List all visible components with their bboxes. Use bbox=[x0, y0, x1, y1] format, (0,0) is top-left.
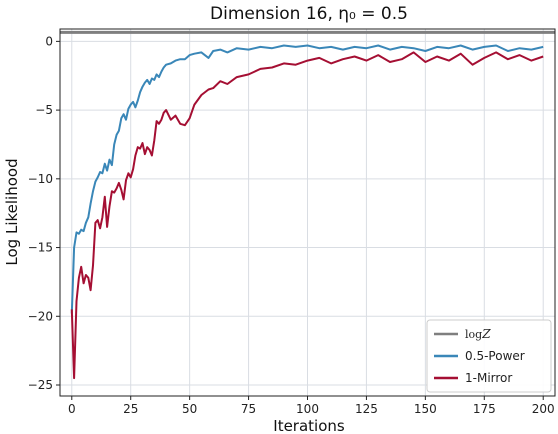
x-tick-label: 125 bbox=[355, 402, 378, 416]
y-axis-label: Log Likelihood bbox=[3, 158, 21, 265]
chart-title: Dimension 16, η₀ = 0.5 bbox=[210, 4, 408, 24]
y-tick-label: −15 bbox=[28, 241, 53, 255]
y-tick-label: −20 bbox=[28, 309, 53, 323]
legend-box bbox=[426, 319, 552, 393]
x-tick-label: 25 bbox=[123, 402, 138, 416]
legend-label: 1-Mirror bbox=[465, 371, 512, 385]
x-tick-label: 175 bbox=[473, 402, 496, 416]
x-tick-label: 50 bbox=[182, 402, 197, 416]
y-axis-ticks: 0 −5 −10 −15 −20 −25 bbox=[28, 34, 60, 392]
y-tick-label: −25 bbox=[28, 378, 53, 392]
x-tick-label: 150 bbox=[414, 402, 437, 416]
x-tick-label: 100 bbox=[296, 402, 319, 416]
y-tick-label: 0 bbox=[45, 34, 53, 48]
x-tick-label: 200 bbox=[532, 402, 555, 416]
series-line-power bbox=[70, 44, 544, 314]
y-tick-label: −10 bbox=[28, 172, 53, 186]
x-tick-label: 75 bbox=[241, 402, 256, 416]
series-line-mirror bbox=[70, 51, 544, 380]
y-tick-label: −5 bbox=[35, 103, 53, 117]
x-axis-ticks: 0 25 50 75 100 125 150 175 200 bbox=[68, 396, 555, 416]
legend: logZ 0.5-Power 1-Mirror bbox=[426, 319, 552, 393]
legend-label-logz: logZ bbox=[465, 327, 491, 341]
plot-area bbox=[59, 28, 556, 397]
x-tick-label: 0 bbox=[68, 402, 76, 416]
series-group bbox=[70, 44, 544, 380]
x-axis-label: Iterations bbox=[273, 417, 345, 434]
legend-label: 0.5-Power bbox=[465, 349, 525, 363]
